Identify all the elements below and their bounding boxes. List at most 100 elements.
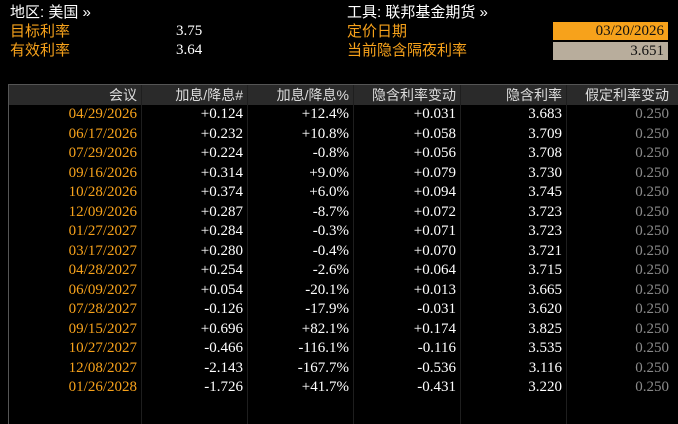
cell: -116.1% (298, 340, 349, 356)
cell: 0.250 (635, 164, 669, 181)
cell: 3.220 (528, 379, 562, 395)
column-header[interactable]: 加息/降息# (175, 87, 243, 103)
cell: +82.1% (301, 320, 349, 337)
meeting-date: 12/08/2027 (68, 359, 137, 376)
meeting-date: 06/17/2026 (68, 125, 137, 142)
cell: -2.6% (312, 262, 349, 278)
cell: 3.665 (528, 281, 562, 298)
cell: 3.535 (528, 340, 562, 356)
cell: +12.4% (301, 106, 349, 122)
instrument[interactable]: 工具: 联邦基金期货 » (347, 4, 488, 21)
cell: +0.071 (413, 223, 456, 239)
cell: +0.072 (413, 203, 456, 220)
value: 3.75 (176, 23, 203, 39)
cell: -1.726 (204, 379, 243, 395)
label: 当前隐含隔夜利率 (347, 42, 468, 59)
value: 3.64 (176, 42, 203, 58)
cell: -0.4% (312, 242, 349, 259)
column-header[interactable]: 会议 (109, 87, 137, 103)
cell: -0.116 (417, 340, 456, 356)
cell: 3.683 (528, 106, 562, 122)
cell: -0.8% (312, 145, 349, 161)
meeting-date: 09/15/2027 (68, 320, 137, 337)
column-header[interactable]: 加息/降息% (276, 87, 349, 103)
column-divider (353, 85, 354, 424)
cell: 0.250 (635, 281, 669, 298)
meeting-date: 04/29/2026 (68, 106, 137, 122)
cell: 3.721 (528, 242, 562, 259)
cell: +0.280 (200, 242, 243, 259)
label: 目标利率 (10, 23, 71, 40)
cell: -0.536 (417, 359, 456, 376)
cell: 3.116 (528, 359, 562, 376)
cell: 0.250 (635, 242, 669, 259)
cell: +0.224 (200, 145, 243, 161)
cell: -2.143 (204, 359, 243, 376)
cell: +0.079 (413, 164, 456, 181)
cell: 3.709 (528, 125, 562, 142)
cell: -0.031 (417, 301, 456, 317)
cell: +0.058 (413, 125, 456, 142)
column-divider (566, 85, 567, 424)
cell: -20.1% (305, 281, 349, 298)
cell: 3.730 (528, 164, 562, 181)
cell: +0.124 (200, 106, 243, 122)
cell: -0.431 (417, 379, 456, 395)
cell: +0.094 (413, 184, 456, 200)
meeting-date: 06/09/2027 (68, 281, 137, 298)
meeting-date: 01/26/2028 (68, 379, 137, 395)
cell: -167.7% (297, 359, 349, 376)
column-header[interactable]: 隐含利率变动 (372, 87, 456, 103)
cell: 0.250 (635, 203, 669, 220)
cell: 0.250 (635, 320, 669, 337)
cell: +9.0% (309, 164, 349, 181)
cell: 0.250 (635, 359, 669, 376)
cell: +0.064 (413, 262, 456, 278)
cell: +6.0% (309, 184, 349, 200)
cell: +10.8% (301, 125, 349, 142)
cell: 3.620 (528, 301, 562, 317)
cell: 0.250 (635, 184, 669, 200)
cell: +0.696 (200, 320, 243, 337)
meeting-date: 09/16/2026 (68, 164, 137, 181)
column-divider (460, 85, 461, 424)
cell: -0.466 (204, 340, 243, 356)
cell: 0.250 (635, 340, 669, 356)
cell: 0.250 (635, 145, 669, 161)
date-input[interactable]: 03/20/2026 (553, 22, 668, 40)
cell: 3.745 (528, 184, 562, 200)
cell: 0.250 (635, 223, 669, 239)
meeting-date: 12/09/2026 (68, 203, 137, 220)
column-divider (247, 85, 248, 424)
cell: +0.284 (200, 223, 243, 239)
meeting-date: 01/27/2027 (68, 223, 137, 239)
cell: 3.723 (528, 223, 562, 239)
cell: -8.7% (312, 203, 349, 220)
table-header (9, 85, 678, 105)
cell: +0.070 (413, 242, 456, 259)
column-header[interactable]: 假定利率变动 (585, 87, 669, 103)
meeting-date: 10/28/2026 (68, 184, 137, 200)
cell: +41.7% (301, 379, 349, 395)
cell: -0.126 (204, 301, 243, 317)
cell: 3.723 (528, 203, 562, 220)
cell: -17.9% (305, 301, 349, 317)
cell: +0.374 (200, 184, 243, 200)
cell: +0.054 (200, 281, 243, 298)
cell: 3.825 (528, 320, 562, 337)
cell: +0.174 (413, 320, 456, 337)
cell: 3.715 (528, 262, 562, 278)
cell: +0.056 (413, 145, 456, 161)
region[interactable]: 地区: 美国 » (10, 4, 91, 21)
cell: 0.250 (635, 125, 669, 142)
cell: +0.031 (413, 106, 456, 122)
cell: +0.013 (413, 281, 456, 298)
column-header[interactable]: 隐含利率 (506, 87, 562, 103)
label: 定价日期 (347, 23, 408, 40)
table: 会议 加息/降息# 加息/降息% 隐含利率变动 隐含利率 假定利率变动 04/29/2026… (8, 84, 678, 424)
meeting-date: 03/17/2027 (68, 242, 137, 259)
cell: 0.250 (635, 262, 669, 278)
meeting-date: 10/27/2027 (68, 340, 137, 356)
meeting-date: 04/28/2027 (68, 262, 137, 278)
